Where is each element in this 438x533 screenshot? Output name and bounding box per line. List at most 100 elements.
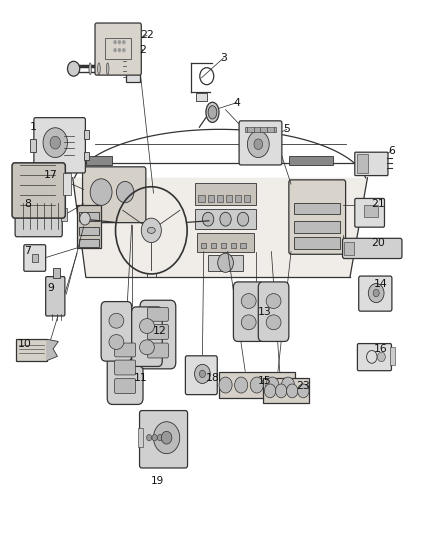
Text: 23: 23 xyxy=(296,381,310,391)
Text: 12: 12 xyxy=(153,326,167,336)
FancyBboxPatch shape xyxy=(148,343,168,358)
Circle shape xyxy=(117,181,134,203)
Ellipse shape xyxy=(266,315,281,330)
Circle shape xyxy=(199,370,205,377)
Bar xyxy=(32,254,38,262)
Bar xyxy=(195,209,256,229)
Text: 15: 15 xyxy=(258,376,272,386)
Bar xyxy=(60,208,67,221)
Ellipse shape xyxy=(106,63,109,75)
Text: 1: 1 xyxy=(30,122,37,132)
FancyBboxPatch shape xyxy=(46,277,65,316)
Circle shape xyxy=(247,131,269,158)
Text: 22: 22 xyxy=(140,30,154,41)
Circle shape xyxy=(282,377,294,393)
FancyBboxPatch shape xyxy=(289,180,346,254)
Ellipse shape xyxy=(148,227,155,233)
Circle shape xyxy=(265,384,276,398)
Ellipse shape xyxy=(109,313,124,328)
Circle shape xyxy=(218,253,233,272)
Circle shape xyxy=(122,40,126,44)
Circle shape xyxy=(113,40,117,44)
Text: 5: 5 xyxy=(283,124,290,134)
Circle shape xyxy=(50,136,60,149)
FancyBboxPatch shape xyxy=(115,378,136,393)
Ellipse shape xyxy=(208,106,217,119)
Bar xyxy=(79,227,99,235)
Circle shape xyxy=(153,422,180,454)
FancyBboxPatch shape xyxy=(239,121,282,165)
FancyBboxPatch shape xyxy=(82,167,146,223)
Bar xyxy=(195,183,256,205)
Polygon shape xyxy=(47,340,58,361)
FancyBboxPatch shape xyxy=(185,356,217,394)
Bar xyxy=(244,195,251,201)
Circle shape xyxy=(80,212,90,225)
Text: 7: 7 xyxy=(25,246,31,255)
Ellipse shape xyxy=(241,315,256,330)
Text: 9: 9 xyxy=(47,283,54,293)
Bar xyxy=(30,139,35,152)
Circle shape xyxy=(122,48,126,52)
FancyBboxPatch shape xyxy=(355,152,388,175)
Text: 17: 17 xyxy=(44,170,58,180)
Text: 18: 18 xyxy=(205,373,219,383)
Text: 11: 11 xyxy=(134,373,147,383)
Text: 20: 20 xyxy=(371,238,385,247)
FancyBboxPatch shape xyxy=(95,23,141,75)
Text: 14: 14 xyxy=(374,279,388,288)
Circle shape xyxy=(276,384,287,398)
Bar xyxy=(240,243,246,248)
Ellipse shape xyxy=(89,63,92,75)
FancyBboxPatch shape xyxy=(359,276,392,311)
Circle shape xyxy=(147,434,152,441)
Bar xyxy=(126,55,140,82)
Text: 2: 2 xyxy=(139,45,146,54)
Bar xyxy=(294,203,340,214)
FancyBboxPatch shape xyxy=(140,410,187,468)
Bar xyxy=(84,152,89,160)
Polygon shape xyxy=(73,178,367,277)
FancyBboxPatch shape xyxy=(101,302,132,361)
Circle shape xyxy=(237,212,249,226)
Bar xyxy=(219,372,295,398)
Bar xyxy=(196,93,207,101)
Bar xyxy=(106,38,131,59)
Bar xyxy=(77,205,101,248)
Bar xyxy=(84,131,89,139)
FancyBboxPatch shape xyxy=(233,282,264,342)
Circle shape xyxy=(368,284,384,303)
Ellipse shape xyxy=(266,294,281,309)
Bar xyxy=(217,195,223,201)
Bar xyxy=(294,237,340,249)
Circle shape xyxy=(378,352,385,362)
Bar xyxy=(364,205,378,217)
Bar xyxy=(198,195,205,201)
Circle shape xyxy=(118,48,121,52)
Text: 4: 4 xyxy=(233,98,240,108)
Bar xyxy=(230,243,236,248)
Text: 21: 21 xyxy=(371,199,385,209)
FancyBboxPatch shape xyxy=(12,163,65,218)
Text: 16: 16 xyxy=(374,344,388,354)
Ellipse shape xyxy=(140,319,154,334)
Bar xyxy=(208,195,214,201)
Text: 8: 8 xyxy=(25,199,31,209)
Bar xyxy=(208,255,243,271)
Bar xyxy=(197,233,254,252)
Circle shape xyxy=(152,434,157,441)
FancyBboxPatch shape xyxy=(24,245,46,271)
FancyBboxPatch shape xyxy=(15,199,62,237)
Text: 10: 10 xyxy=(18,338,32,349)
Bar xyxy=(390,347,395,366)
Bar xyxy=(138,428,143,447)
Circle shape xyxy=(67,61,80,76)
Circle shape xyxy=(90,179,112,205)
Text: 13: 13 xyxy=(258,306,272,317)
Bar xyxy=(357,155,368,173)
Ellipse shape xyxy=(140,340,154,355)
Bar xyxy=(263,377,308,403)
Ellipse shape xyxy=(109,335,124,350)
Circle shape xyxy=(157,434,162,441)
Circle shape xyxy=(250,377,263,393)
